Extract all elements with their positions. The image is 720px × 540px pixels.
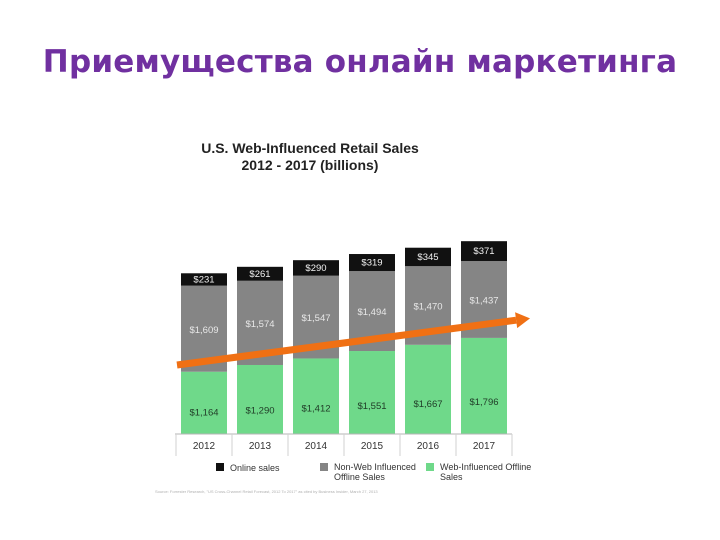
x-tick-label: 2013 [249, 441, 272, 452]
bar-segment [461, 337, 507, 434]
data-label: $1,547 [301, 313, 330, 324]
bar-segment [405, 344, 451, 434]
x-tick-label: 2012 [193, 441, 216, 452]
x-axis: 2012 2013 2014 2015 2016 2017 [175, 433, 513, 456]
bar-segment [237, 266, 283, 281]
bar-segment [237, 364, 283, 434]
legend-label: Online sales [230, 463, 280, 473]
x-tick-label: 2016 [417, 441, 440, 452]
bar-segment [181, 273, 227, 286]
legend-swatch [426, 463, 434, 471]
data-label: $261 [249, 269, 270, 280]
x-tick-label: 2017 [473, 441, 496, 452]
data-label: $290 [305, 263, 326, 274]
slide-title: Приемущества онлайн маркетинга [42, 44, 678, 80]
bar-segment [461, 241, 507, 262]
data-label: $1,470 [413, 301, 442, 312]
data-label: $1,290 [245, 405, 274, 416]
chart-subtitle: 2012 - 2017 (billions) [242, 157, 379, 173]
bar-segment [293, 358, 339, 434]
data-label: $371 [473, 246, 494, 257]
bar-segment [293, 260, 339, 276]
stacked-bar-chart: U.S. Web-Influenced Retail Sales 2012 - … [155, 140, 531, 494]
data-label: $1,164 [189, 407, 218, 418]
bar-segment [181, 371, 227, 434]
data-label: $231 [193, 274, 214, 285]
legend-swatch [216, 463, 224, 471]
legend: Online sales Non-Web Influenced Offline Sa… [216, 462, 531, 482]
chart-title: U.S. Web-Influenced Retail Sales [201, 140, 419, 156]
trend-arrow [176, 312, 530, 369]
data-label: $1,494 [357, 307, 386, 318]
trend-arrow-head [515, 312, 530, 329]
source-note: Source: Forrester Research, "US Cross-Ch… [155, 489, 378, 494]
data-label: $1,796 [469, 397, 498, 408]
data-label: $1,574 [245, 319, 274, 330]
legend-label: Non-Web Influenced Offline Sales [334, 462, 416, 482]
bar-segment [405, 247, 451, 267]
data-label: $319 [361, 258, 382, 269]
bar-segment [349, 351, 395, 434]
legend-label: Web-Influenced Offline Sales [440, 462, 531, 482]
data-label: $1,667 [413, 399, 442, 410]
data-label: $1,437 [469, 295, 498, 306]
bar-segment [349, 254, 395, 272]
data-label: $345 [417, 252, 438, 263]
legend-swatch [320, 463, 328, 471]
data-label: $1,412 [301, 403, 330, 414]
trend-arrow-shaft [176, 316, 517, 369]
bars-layer: $1,164 $1,609 $231 $1,290 $1,574 $261 $1,412 $1… [181, 241, 507, 434]
x-tick-label: 2014 [305, 441, 328, 452]
data-label: $1,551 [357, 401, 386, 412]
x-tick-label: 2015 [361, 441, 384, 452]
data-label: $1,609 [189, 325, 218, 336]
